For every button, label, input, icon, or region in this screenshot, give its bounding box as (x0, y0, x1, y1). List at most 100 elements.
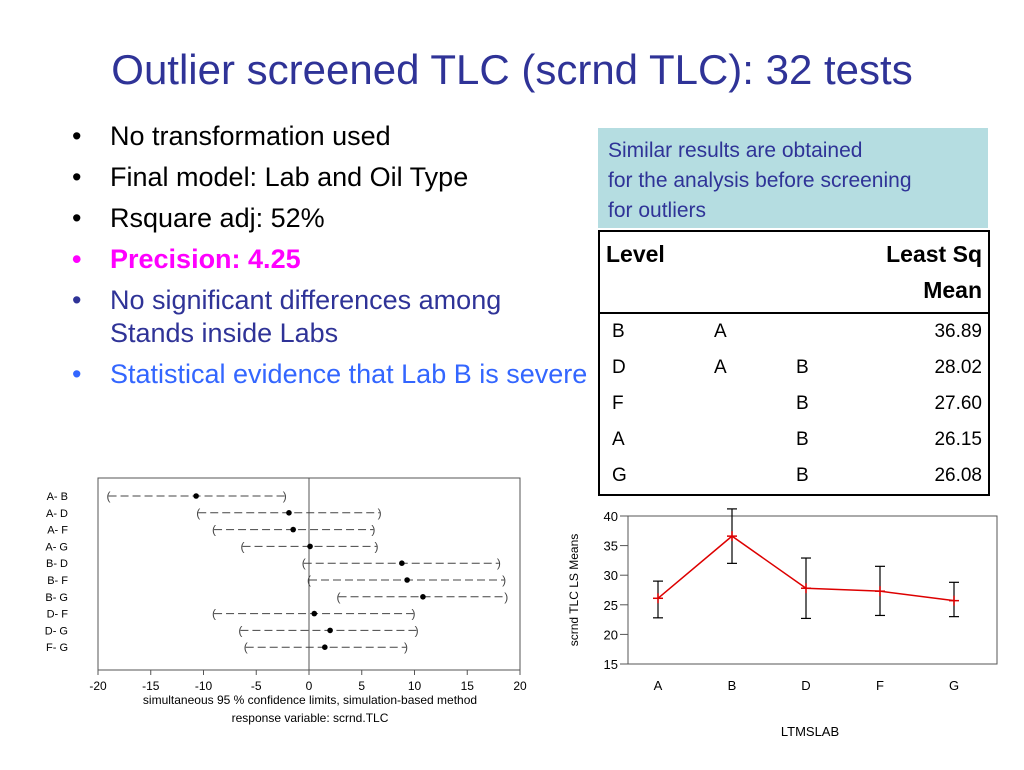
table-row: B A 36.89 (599, 313, 989, 350)
ls-means-chart: 15 20 25 30 35 40 scrnd TLC LS Means A B D F G LTMSL… (567, 508, 998, 739)
cell-level: G (612, 465, 627, 486)
estimate-point (420, 594, 426, 600)
bullet-dot: • (72, 285, 82, 315)
x-tick-label: -15 (142, 679, 160, 693)
table-row: F B 27.60 (599, 386, 989, 422)
estimate-point (327, 627, 333, 634)
estimate-point (311, 610, 318, 617)
x-tick-label: 20 (513, 679, 527, 693)
x-tick-label: 0 (306, 679, 313, 693)
estimate-point (290, 526, 296, 533)
note-line: for the analysis before screening (608, 169, 912, 192)
note-box: Similar results are obtained for the ana… (598, 128, 988, 228)
cell-mean: 36.89 (934, 321, 982, 342)
bullet-item: • Final model: Lab and Oil Type (72, 161, 592, 194)
bullet-dot: • (72, 203, 82, 233)
interval-upper-bracket: ) (415, 623, 419, 637)
interval-upper-bracket: ) (504, 590, 508, 604)
interval-upper-bracket: ) (502, 573, 506, 587)
cell-mean: 26.15 (934, 429, 982, 450)
cell-level: B (612, 321, 625, 342)
cell-mean: 26.08 (934, 465, 982, 486)
cell-mean: 28.02 (934, 357, 982, 378)
cell-g2: B (796, 465, 809, 486)
x-tick-label: F (876, 678, 884, 693)
interval-upper-bracket: ) (371, 523, 375, 537)
table-row: G B 26.08 (599, 458, 989, 495)
category-label: A- D (46, 508, 68, 520)
category-label: A- F (47, 525, 68, 537)
x-tick-label: 5 (358, 679, 365, 693)
category-label: B- F (47, 575, 68, 587)
estimate-point (322, 644, 328, 650)
confidence-interval-chart: A- B () A- D () A- F () A- G () B- D () B- F () B- G… (45, 477, 527, 725)
x-axis-label: LTMSLAB (781, 724, 839, 739)
category-label: A- G (45, 541, 68, 553)
bullet-item: • Rsquare adj: 52% (72, 202, 592, 235)
interval-lower-bracket: ( (238, 623, 242, 637)
plot-frame (627, 515, 998, 665)
y-tick-label: 20 (604, 627, 618, 642)
bullet-dot: • (72, 244, 82, 274)
cell-level: A (612, 429, 625, 450)
bullet-text: No significant differences among Stands … (110, 285, 502, 348)
cell-mean: 27.60 (934, 393, 982, 414)
cell-g1 (702, 386, 784, 422)
estimate-point (404, 577, 410, 583)
interval-lower-bracket: ( (212, 607, 216, 621)
category-label: D- G (45, 625, 68, 637)
table-row: A B 26.15 (599, 422, 989, 458)
interval-upper-bracket: ) (411, 607, 415, 621)
interval-lower-bracket: ( (337, 590, 341, 604)
y-tick-label: 25 (604, 598, 618, 613)
table-header-row: Level Least Sq Mean (599, 231, 989, 314)
x-tick-label: -20 (89, 679, 107, 693)
interval-lower-bracket: ( (244, 640, 248, 654)
x-tick-label: B (728, 678, 737, 693)
x-axis-label-2: response variable: scrnd.TLC (232, 711, 389, 725)
y-axis-label: scrnd TLC LS Means (567, 534, 581, 647)
interval-lower-bracket: ( (302, 556, 306, 570)
bullet-item: • Precision: 4.25 (72, 243, 592, 276)
cell-level: D (612, 357, 626, 378)
cell-g1 (702, 422, 784, 458)
slide-title: Outlier screened TLC (scrnd TLC): 32 tes… (111, 46, 913, 93)
bullet-text: Final model: Lab and Oil Type (110, 162, 469, 192)
bullet-dot: • (72, 121, 82, 151)
header-level: Level (599, 231, 702, 314)
x-tick-label: A (654, 678, 663, 693)
x-tick-label: 10 (408, 679, 422, 693)
bullet-dot: • (72, 359, 82, 389)
header-mean: Least Sq Mean (866, 231, 989, 314)
y-tick-label: 40 (604, 509, 618, 524)
cell-level: F (612, 393, 624, 414)
category-label: F- G (46, 642, 68, 654)
interval-lower-bracket: ( (196, 506, 200, 520)
table-row: D A B 28.02 (599, 350, 989, 386)
cell-g1: A (714, 321, 727, 342)
bullet-item: • Statistical evidence that Lab B is seve… (72, 358, 592, 391)
estimate-point (307, 543, 313, 550)
interval-upper-bracket: ) (404, 640, 408, 654)
interval-lower-bracket: ( (107, 489, 111, 503)
y-tick-label: 15 (604, 657, 618, 672)
x-tick-label: G (949, 678, 959, 693)
interval-lower-bracket: ( (241, 539, 245, 553)
cell-g2: B (796, 393, 809, 414)
interval-lower-bracket: ( (212, 523, 216, 537)
bullet-text: Rsquare adj: 52% (110, 203, 325, 233)
interval-upper-bracket: ) (283, 489, 287, 503)
cell-g1: A (714, 357, 727, 378)
note-line: for outliers (608, 199, 707, 222)
least-squares-table: Level Least Sq Mean B A 36.89 D A B 28.02 F B 27.… (598, 230, 990, 496)
category-label: A- B (47, 491, 68, 503)
estimate-point (286, 510, 292, 516)
interval-upper-bracket: ) (378, 506, 382, 520)
cell-g2: B (796, 357, 809, 378)
x-tick-label: 15 (461, 679, 475, 693)
estimate-point (399, 560, 405, 566)
bullet-text: Statistical evidence that Lab B is sever… (110, 359, 588, 389)
category-label: B- G (45, 592, 68, 604)
bullet-text: No transformation used (110, 121, 391, 151)
cell-g2: B (796, 429, 809, 450)
